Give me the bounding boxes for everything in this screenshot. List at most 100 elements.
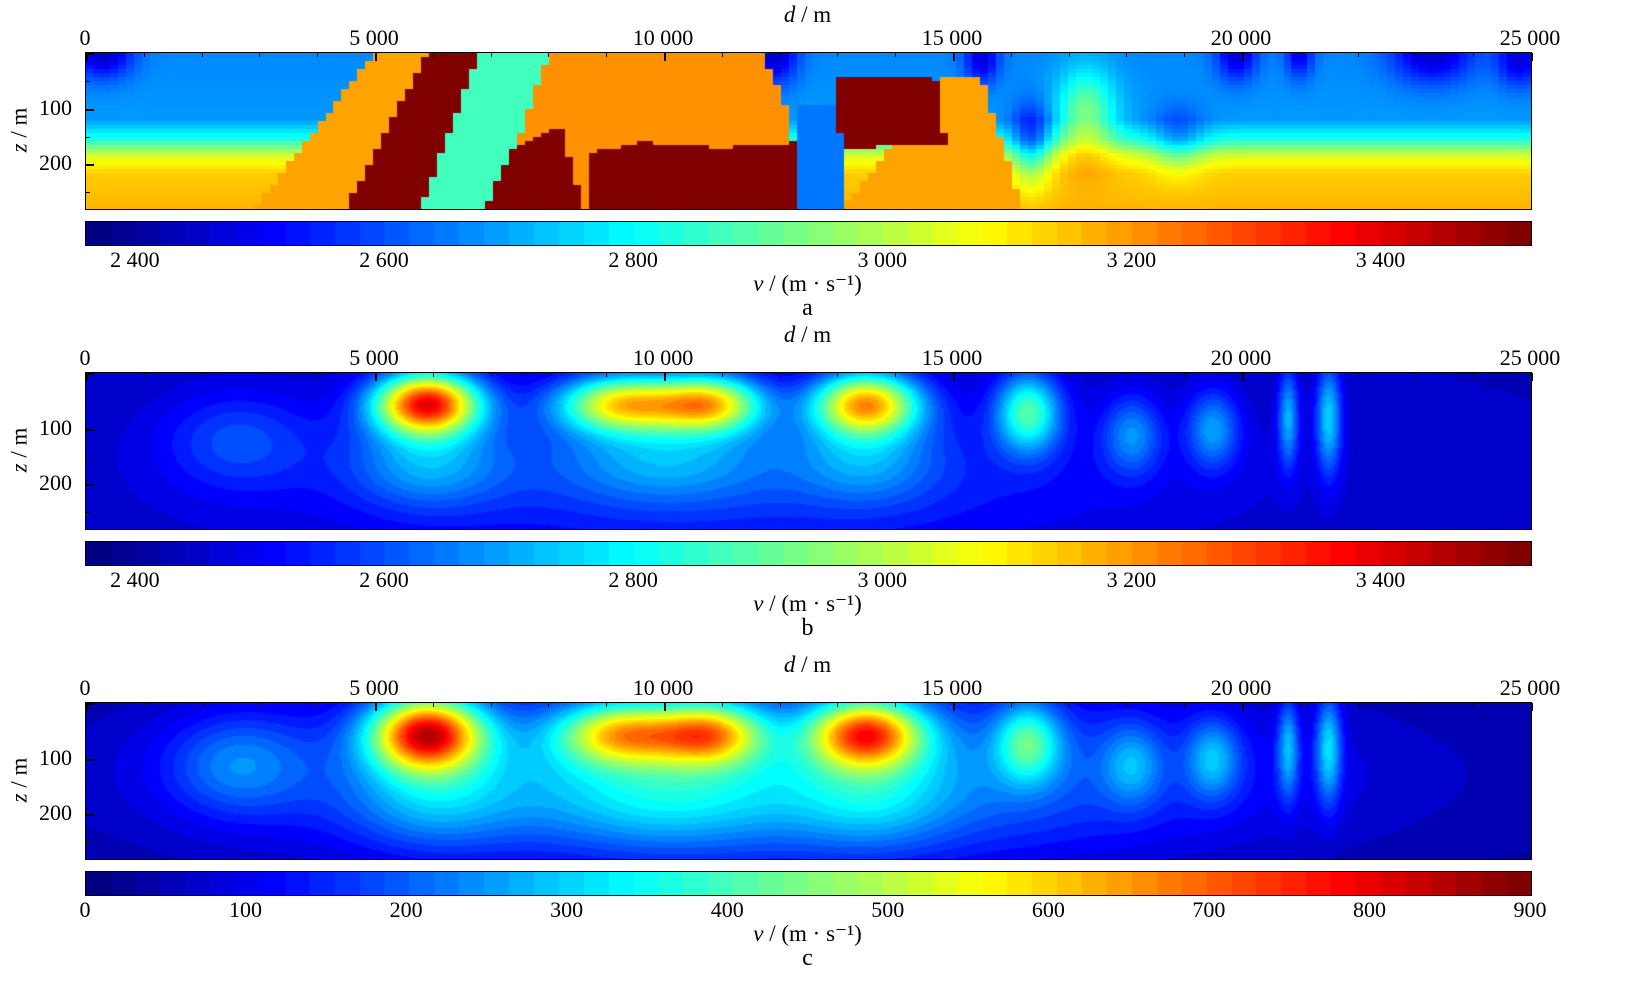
panel-caption: a	[802, 295, 813, 321]
x-tick-label: 15 000	[921, 675, 983, 700]
x-axis-tick-mark	[1415, 373, 1417, 377]
y-axis-tick-mark	[86, 842, 90, 844]
colorbar	[85, 221, 1532, 246]
heatmap-canvas	[86, 703, 1531, 859]
y-axis-tick-mark	[86, 730, 90, 732]
x-axis-tick-mark	[1415, 703, 1417, 707]
x-tick-label: 25 000	[1499, 345, 1561, 370]
x-axis-variable: d	[783, 652, 796, 677]
x-axis-tick-mark	[432, 53, 434, 57]
x-axis-tick-mark	[490, 373, 492, 377]
y-axis-tick-mark	[86, 192, 90, 194]
colorbar-variable: v	[753, 271, 764, 296]
x-axis-tick-mark	[1357, 53, 1359, 57]
x-axis-tick-labels: 0 5 000 10 000 15 000 20 000 25 000	[80, 25, 1561, 51]
x-axis-tick-mark	[548, 373, 550, 377]
x-axis-tick-mark	[1010, 53, 1012, 57]
x-axis-tick-mark	[953, 373, 955, 381]
x-axis-tick-mark	[895, 373, 897, 377]
x-axis-tick-mark	[1242, 373, 1244, 381]
y-axis-tick-mark	[86, 108, 94, 111]
x-axis-tick-mark	[1184, 703, 1186, 707]
x-tick-label: 5 000	[349, 25, 399, 50]
x-axis-tick-mark	[1010, 373, 1012, 377]
x-axis-tick-mark	[1473, 703, 1475, 707]
y-tick-label: 100	[39, 414, 72, 440]
x-axis-tick-mark	[1415, 53, 1417, 57]
colorbar-tick-label: 2 400	[110, 567, 160, 592]
x-axis-tick-mark	[664, 703, 666, 711]
x-axis-title: d / m	[85, 322, 1530, 348]
y-axis-tick-mark	[86, 53, 94, 55]
x-axis-tick-mark	[1299, 373, 1301, 377]
colorbar-tick-label: 300	[550, 897, 584, 922]
x-axis-tick-mark	[259, 53, 261, 57]
x-axis-tick-mark	[664, 53, 666, 61]
y-tick-label: 100	[39, 744, 72, 770]
x-tick-label: 5 000	[349, 345, 399, 370]
x-axis-tick-mark	[548, 53, 550, 57]
colorbar-tick-label: 2 800	[608, 567, 658, 592]
x-axis-tick-mark	[1531, 53, 1533, 61]
x-axis-tick-mark	[317, 703, 319, 707]
x-axis-tick-labels: 0 5 000 10 000 15 000 20 000 25 000	[80, 675, 1561, 701]
y-tick-label: 200	[39, 470, 72, 496]
y-axis-tick-mark	[86, 758, 94, 761]
x-tick-label: 25 000	[1499, 675, 1561, 700]
colorbar-tick-label: 2 600	[359, 247, 409, 272]
colorbar-tick-label: 2 800	[608, 247, 658, 272]
x-axis-tick-mark	[1299, 53, 1301, 57]
y-tick-label: 200	[39, 150, 72, 176]
x-axis-unit: / m	[795, 2, 832, 27]
x-axis-tick-mark	[953, 53, 955, 61]
x-axis-unit: / m	[795, 652, 832, 677]
y-tick-label: 200	[39, 800, 72, 826]
colorbar	[85, 871, 1532, 896]
x-axis-tick-mark	[143, 53, 145, 57]
colorbar-tick-label: 3 200	[1106, 247, 1157, 272]
x-axis-tick-mark	[1242, 53, 1244, 61]
x-tick-label: 10 000	[632, 675, 694, 700]
x-axis-tick-mark	[143, 373, 145, 377]
x-axis-tick-mark	[606, 53, 608, 57]
colorbar-unit: / (m · s⁻¹)	[763, 271, 862, 296]
colorbar-title: v / (m · s⁻¹)	[85, 271, 1530, 297]
x-axis-tick-mark	[317, 373, 319, 377]
y-axis-tick-mark	[86, 373, 94, 375]
x-axis-title: d / m	[85, 652, 1530, 678]
colorbar-canvas	[86, 872, 1531, 895]
colorbar-tick-labels: 2 400 2 600 2 800 3 000 3 200 3 400	[85, 247, 1530, 272]
x-tick-label: 5 000	[349, 675, 399, 700]
colorbar-unit: / (m · s⁻¹)	[763, 591, 862, 616]
y-axis-tick-mark	[86, 456, 90, 458]
x-axis-tick-mark	[1068, 703, 1070, 707]
x-tick-label: 15 000	[921, 25, 983, 50]
y-axis-tick-mark	[86, 814, 94, 817]
x-axis-tick-mark	[895, 703, 897, 707]
x-tick-label: 20 000	[1210, 345, 1272, 370]
colorbar-tick-label: 800	[1352, 897, 1386, 922]
colorbar-tick-label: 700	[1192, 897, 1226, 922]
colorbar-canvas	[86, 222, 1531, 245]
heatmap-canvas	[86, 373, 1531, 529]
heatmap-canvas	[86, 53, 1531, 209]
heatmap-plot	[85, 372, 1533, 530]
colorbar-tick-label: 200	[389, 897, 423, 922]
y-axis-tick-mark	[86, 400, 90, 402]
x-axis-tick-mark	[1010, 703, 1012, 707]
x-axis-tick-mark	[721, 53, 723, 57]
x-axis-tick-mark	[1299, 703, 1301, 707]
x-tick-label: 25 000	[1499, 25, 1561, 50]
y-axis-tick-labels: 100 200	[0, 372, 78, 528]
colorbar-tick-label: 3 400	[1355, 567, 1406, 592]
y-axis-tick-mark	[86, 136, 90, 138]
x-axis-tick-mark	[1068, 373, 1070, 377]
x-tick-label: 0	[79, 675, 91, 700]
y-axis-tick-mark	[86, 164, 94, 167]
x-axis-tick-mark	[1184, 373, 1186, 377]
x-axis-tick-mark	[86, 53, 88, 61]
x-axis-tick-mark	[721, 373, 723, 377]
